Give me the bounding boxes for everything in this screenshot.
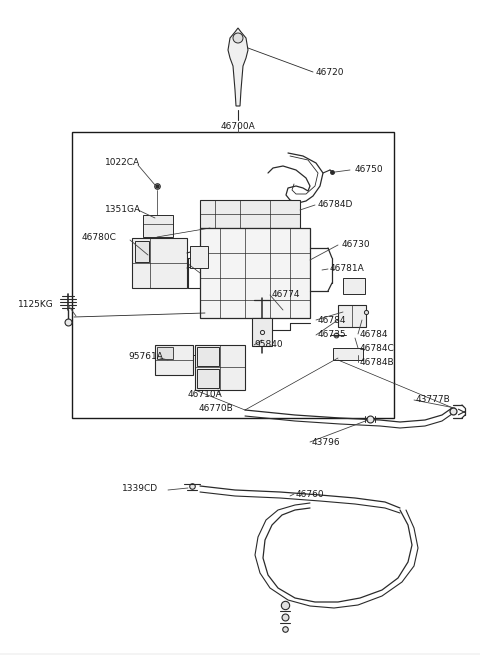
Bar (195, 345, 245, 390)
Text: 43777B: 43777B (416, 395, 451, 404)
Bar (157, 347, 173, 359)
Bar (343, 278, 365, 294)
Bar (132, 238, 187, 288)
PathPatch shape (228, 28, 248, 106)
Text: 46710A: 46710A (188, 390, 223, 399)
Bar (252, 318, 272, 346)
Text: 46781A: 46781A (330, 264, 365, 273)
Bar (190, 246, 208, 268)
Text: 1339CD: 1339CD (122, 484, 158, 493)
Text: 46784B: 46784B (360, 358, 395, 367)
Text: 46784: 46784 (318, 316, 347, 325)
Text: 1351GA: 1351GA (105, 205, 141, 214)
Bar (197, 347, 219, 366)
Bar (135, 241, 149, 262)
Text: 46760: 46760 (296, 490, 324, 499)
Circle shape (233, 33, 243, 43)
Bar (143, 215, 173, 237)
Text: 46720: 46720 (316, 68, 345, 77)
Text: 46784C: 46784C (360, 344, 395, 353)
Text: 46784D: 46784D (318, 200, 353, 209)
Bar (333, 348, 363, 360)
Text: 43796: 43796 (312, 438, 341, 447)
Text: 1125KG: 1125KG (18, 300, 54, 309)
Text: 1022CA: 1022CA (105, 158, 140, 167)
Bar (155, 345, 193, 375)
Text: 46774: 46774 (272, 290, 300, 299)
Text: 46750: 46750 (355, 165, 384, 174)
Text: 46700A: 46700A (221, 122, 255, 131)
Bar (197, 369, 219, 388)
Bar (200, 200, 300, 228)
Bar (200, 228, 310, 318)
Text: 46770B: 46770B (199, 404, 233, 413)
Text: 46780C: 46780C (82, 233, 117, 242)
Text: 46735: 46735 (318, 330, 347, 339)
Bar (72, 132, 394, 418)
Text: 46730: 46730 (342, 240, 371, 249)
Bar (338, 305, 366, 327)
Text: 95840: 95840 (254, 340, 283, 349)
Text: 46784: 46784 (360, 330, 388, 339)
Text: 95761A: 95761A (128, 352, 163, 361)
